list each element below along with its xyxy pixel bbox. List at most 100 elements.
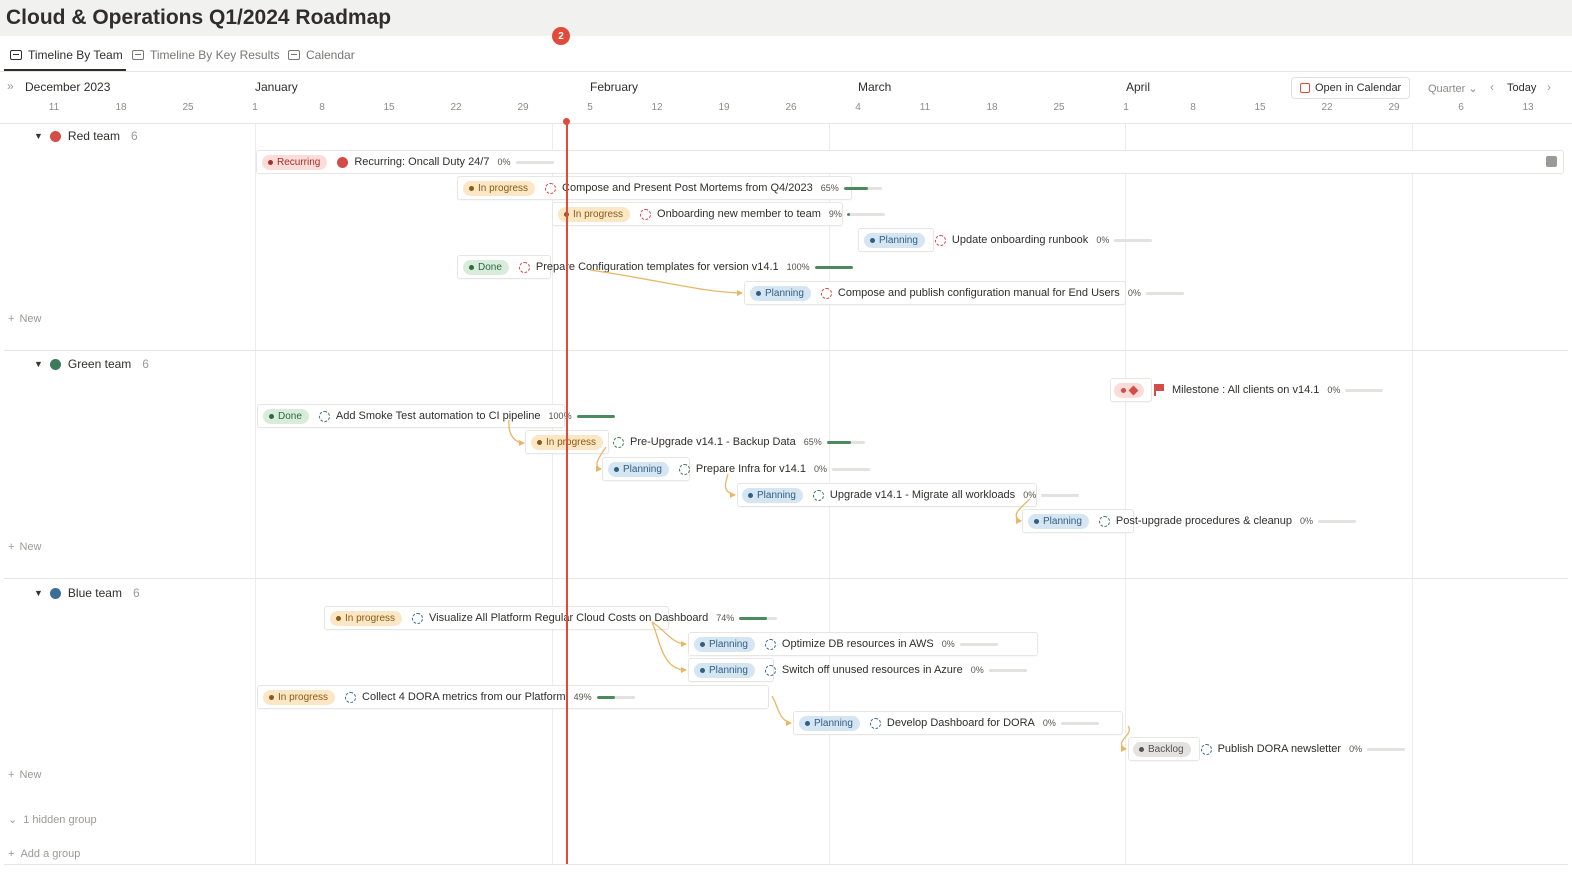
status-badge: Planning — [750, 285, 811, 301]
in-progress-status-icon — [640, 208, 652, 220]
add-group-button[interactable]: + Add a group — [8, 848, 80, 860]
caret-down-icon[interactable]: ▼ — [34, 359, 43, 369]
tab-label: Timeline By Key Results — [150, 48, 280, 62]
task-name: Onboarding new member to team — [657, 208, 821, 220]
page-title: Cloud & Operations Q1/2024 Roadmap — [6, 6, 392, 29]
task-item[interactable]: In progress Compose and Present Post Mor… — [463, 177, 882, 199]
task-item[interactable]: Planning Optimize DB resources in AWS 0% — [694, 633, 998, 655]
month-label: December 2023 — [25, 80, 111, 94]
active-tab-indicator — [4, 69, 126, 71]
task-item[interactable]: Done Prepare Configuration templates for… — [463, 256, 853, 278]
group-header-red-team[interactable]: ▼ Red team 6 — [34, 129, 138, 143]
task-item[interactable]: In progress Visualize All Platform Regul… — [330, 607, 778, 629]
in-progress-status-icon — [412, 612, 424, 624]
timeline-icon — [10, 50, 22, 60]
progress-text: 0% — [497, 157, 511, 167]
open-in-calendar-button[interactable]: Open in Calendar — [1291, 77, 1411, 99]
tab-calendar[interactable]: Calendar — [288, 48, 355, 62]
progress-text: 49% — [573, 692, 592, 702]
task-item[interactable]: Done Add Smoke Test automation to CI pip… — [263, 405, 615, 427]
task-name: Update onboarding runbook — [951, 234, 1089, 246]
day-label: 18 — [986, 102, 998, 113]
progress-text: 0% — [1300, 516, 1314, 526]
chevron-down-icon: ⌄ — [8, 814, 18, 826]
status-badge: Planning — [694, 636, 755, 652]
task-item[interactable]: Planning Switch off unused resources in … — [694, 659, 1027, 681]
planning-status-icon — [764, 664, 776, 676]
group-count: 6 — [142, 357, 149, 371]
progress-text: 0% — [1327, 385, 1341, 395]
group-header-blue-team[interactable]: ▼ Blue team 6 — [34, 586, 140, 600]
group-name: Blue team — [67, 586, 122, 600]
task-item[interactable]: In progress Pre-Upgrade v14.1 - Backup D… — [531, 431, 865, 453]
open-task-icon[interactable] — [1546, 156, 1557, 167]
month-label: March — [858, 80, 892, 94]
task-name: Publish DORA newsletter — [1217, 743, 1342, 755]
grid-line — [1412, 124, 1413, 864]
recurring-task-band[interactable] — [256, 150, 1564, 174]
task-item[interactable]: Planning Update onboarding runbook 0% — [864, 229, 1153, 251]
day-label: 15 — [1254, 102, 1266, 113]
progress-fill — [814, 265, 853, 269]
status-badge: Backlog — [1133, 741, 1191, 757]
chevron-right-icon[interactable]: › — [1547, 80, 1551, 94]
group-separator — [4, 864, 1568, 865]
new-label: New — [19, 769, 42, 781]
status-badge: Planning — [799, 715, 860, 731]
progress-text: 0% — [1023, 490, 1037, 500]
new-item-button[interactable]: + New — [8, 313, 41, 325]
status-badge: In progress — [263, 689, 336, 705]
timeline-icon — [132, 50, 144, 60]
chevron-left-icon[interactable]: ‹ — [1490, 80, 1494, 94]
progress-fill — [739, 616, 768, 620]
day-label: 29 — [1388, 102, 1400, 113]
planning-status-icon — [1098, 515, 1110, 527]
group-name: Green team — [67, 357, 132, 371]
task-name: Post-upgrade procedures & cleanup — [1115, 515, 1293, 527]
task-item[interactable]: Planning Compose and publish configurati… — [750, 282, 1184, 304]
today-button[interactable]: Today — [1507, 82, 1537, 94]
group-header-green-team[interactable]: ▼ Green team 6 — [34, 357, 149, 371]
progress-bar — [959, 642, 998, 646]
calendar-icon — [288, 50, 300, 60]
task-item[interactable]: Planning Develop Dashboard for DORA 0% — [799, 712, 1099, 734]
status-badge: Planning — [608, 461, 669, 477]
task-name: Prepare Configuration templates for vers… — [535, 261, 779, 273]
progress-bar — [1041, 493, 1080, 497]
diamond-icon — [1128, 385, 1139, 395]
task-bar[interactable] — [257, 685, 769, 709]
tab-timeline-by-team[interactable]: Timeline By Team — [10, 48, 123, 62]
task-item[interactable]: Backlog Publish DORA newsletter 0% — [1133, 738, 1406, 760]
group-name: Red team — [67, 129, 120, 143]
arrow-head-icon — [730, 492, 736, 498]
task-name: Switch off unused resources in Azure — [781, 664, 963, 676]
status-badge: Done — [263, 408, 309, 424]
tab-timeline-by-key-results[interactable]: Timeline By Key Results — [132, 48, 280, 62]
task-item[interactable]: In progress Collect 4 DORA metrics from … — [263, 686, 635, 708]
arrow-head-icon — [681, 641, 687, 647]
hidden-groups-toggle[interactable]: ⌄ 1 hidden group — [8, 813, 97, 827]
progress-text: 0% — [1127, 288, 1141, 298]
new-item-button[interactable]: + New — [8, 541, 41, 553]
today-line — [566, 120, 568, 864]
progress-bar — [826, 440, 865, 444]
timeline-header: » December 2023 January February March A… — [0, 72, 1572, 124]
task-item[interactable]: In progress Onboarding new member to tea… — [558, 203, 885, 225]
new-item-button[interactable]: + New — [8, 769, 41, 781]
zoom-select[interactable]: Quarter ⌄ — [1428, 82, 1478, 95]
progress-bar — [1345, 388, 1384, 392]
status-badge: In progress — [463, 180, 536, 196]
task-item[interactable]: Recurring Recurring: Oncall Duty 24/7 0% — [262, 151, 554, 173]
planning-status-icon — [678, 463, 690, 475]
task-item[interactable]: Planning Prepare Infra for v14.1 0% — [608, 458, 870, 480]
progress-bar — [739, 616, 778, 620]
task-item[interactable]: Planning Upgrade v14.1 - Migrate all wor… — [742, 484, 1080, 506]
milestone-item[interactable]: Milestone : All clients on v14.1 0% — [1114, 379, 1384, 401]
caret-down-icon[interactable]: ▼ — [34, 588, 43, 598]
progress-bar — [515, 160, 554, 164]
expand-sidebar-icon[interactable]: » — [7, 79, 14, 93]
caret-down-icon[interactable]: ▼ — [34, 131, 43, 141]
grid-line — [552, 124, 553, 864]
status-badge: Done — [463, 259, 509, 275]
task-item[interactable]: Planning Post-upgrade procedures & clean… — [1028, 510, 1357, 532]
